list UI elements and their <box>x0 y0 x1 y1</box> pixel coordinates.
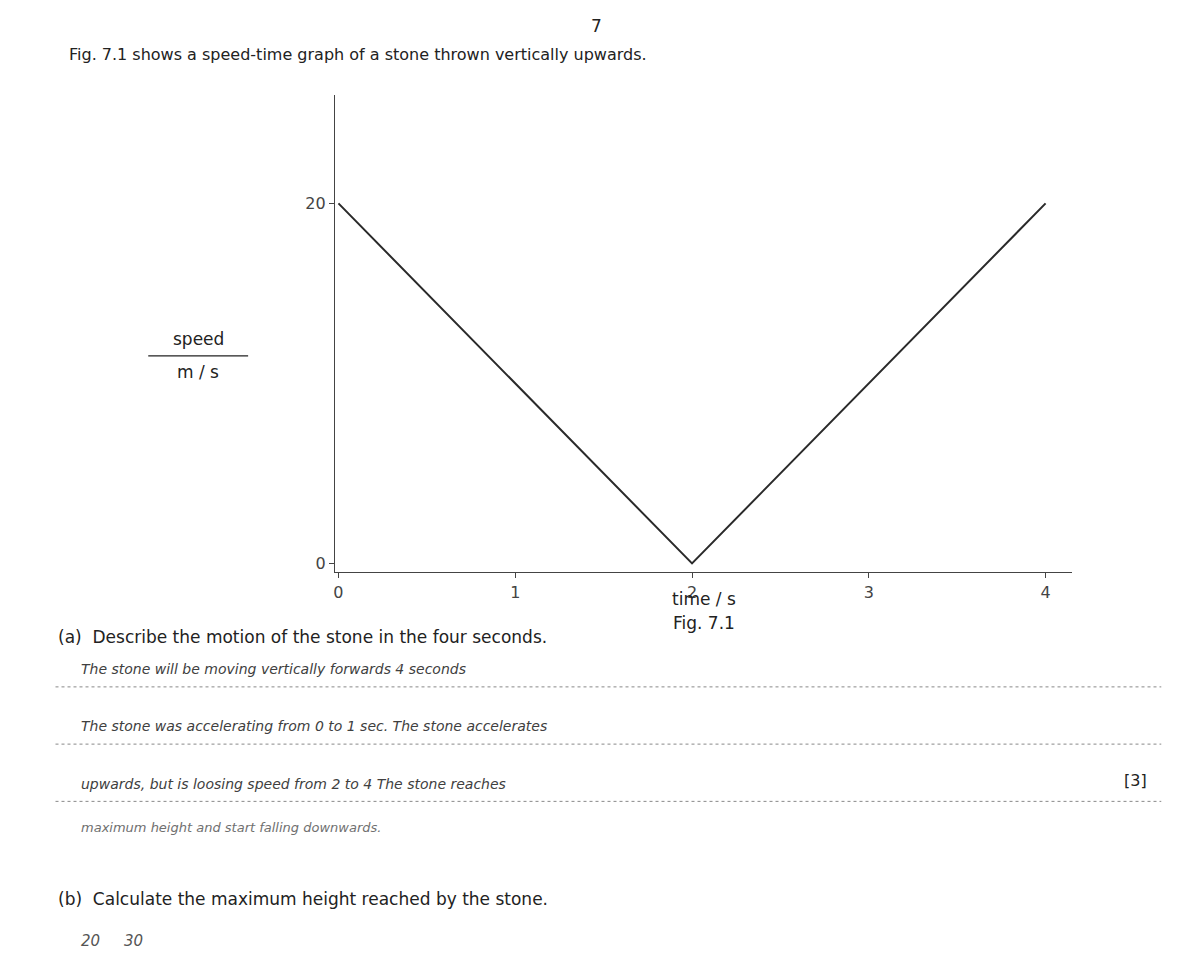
svg-text:[3]: [3] <box>1124 771 1147 790</box>
svg-text:20: 20 <box>305 194 325 213</box>
svg-text:The stone will be moving verti: The stone will be moving vertically forw… <box>81 661 466 677</box>
svg-text:0: 0 <box>316 554 326 573</box>
svg-text:m / s: m / s <box>177 362 219 382</box>
svg-text:maximum height and start falli: maximum height and start falling downwar… <box>81 820 381 835</box>
svg-text:time / s: time / s <box>672 589 736 609</box>
svg-text:7: 7 <box>591 16 602 36</box>
svg-text:3: 3 <box>864 583 874 602</box>
svg-text:Fig. 7.1: Fig. 7.1 <box>673 613 735 633</box>
svg-text:speed: speed <box>173 329 224 349</box>
svg-text:2: 2 <box>687 583 697 602</box>
svg-text:Fig. 7.1 shows a speed-time gr: Fig. 7.1 shows a speed-time graph of a s… <box>69 45 647 64</box>
svg-text:1: 1 <box>510 583 520 602</box>
svg-text:4: 4 <box>1040 583 1050 602</box>
svg-text:(b) Calculate the maximum hei: (b) Calculate the maximum height reached… <box>58 889 548 909</box>
svg-text:0: 0 <box>333 583 343 602</box>
svg-text:The stone was accelerating fro: The stone was accelerating from 0 to 1 s… <box>81 718 547 734</box>
svg-text:20 30: 20 30 <box>81 932 143 950</box>
svg-text:upwards, but is loosing speed: upwards, but is loosing speed from 2 to … <box>81 776 506 792</box>
svg-text:(a) Describe the motion of th: (a) Describe the motion of the stone in … <box>58 627 547 647</box>
